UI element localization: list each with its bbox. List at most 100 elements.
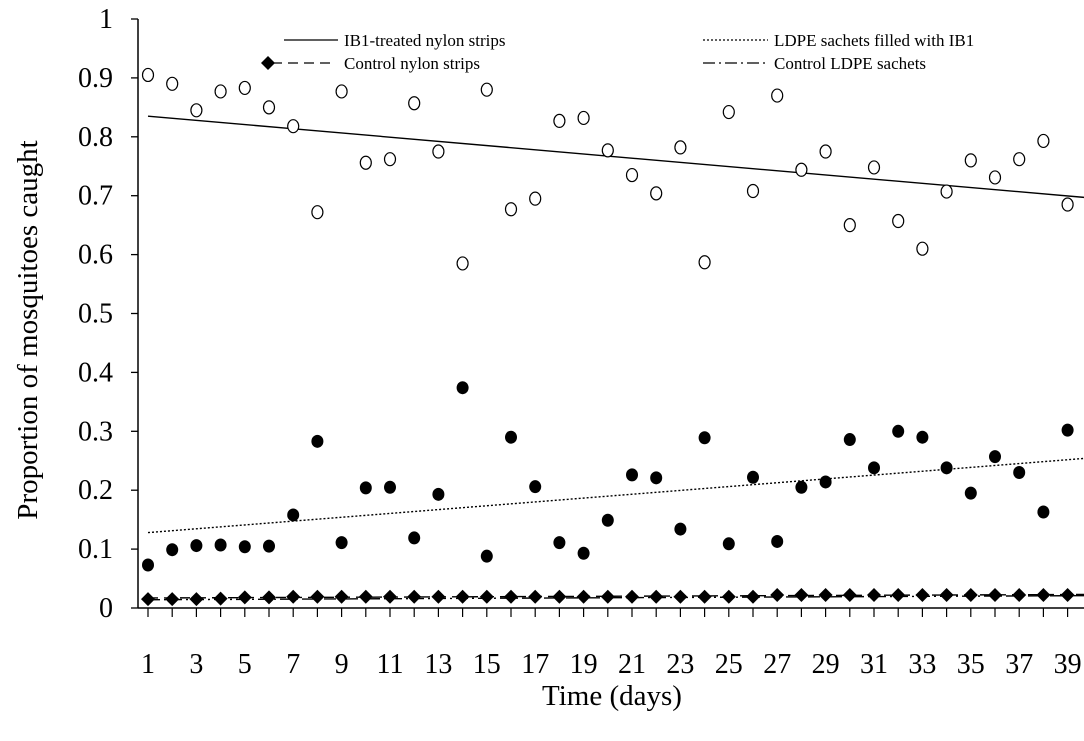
data-point-open-circle [722, 104, 735, 120]
data-point-open-circle [529, 191, 542, 206]
data-point-diamond [794, 588, 809, 603]
data-point-filled-circle [892, 424, 905, 438]
data-point-filled-circle [698, 431, 711, 445]
legend-label: Control nylon strips [344, 54, 480, 73]
data-point-diamond [407, 589, 422, 604]
data-point-filled-circle [432, 487, 445, 501]
data-point-diamond [673, 589, 688, 604]
data-point-open-circle [359, 155, 372, 170]
legend-item-ldpe-ib1: LDPE sachets filled with IB1 [703, 31, 974, 50]
x-tick-label: 13 [424, 649, 452, 680]
data-point-filled-circle [1013, 466, 1026, 480]
x-tick-label: 31 [860, 649, 888, 680]
x-tick-label: 9 [335, 649, 349, 680]
data-point-diamond [310, 589, 325, 604]
data-point-filled-circle [577, 546, 590, 560]
data-point-filled-circle [190, 539, 203, 553]
data-point-filled-circle [311, 434, 324, 448]
data-point-open-circle [504, 202, 518, 217]
y-tick-label: 0.1 [78, 534, 113, 565]
data-point-filled-circle [142, 558, 154, 572]
data-point-diamond [818, 588, 833, 603]
legend-label: IB1-treated nylon strips [344, 31, 505, 50]
data-point-filled-circle [916, 430, 929, 444]
data-point-filled-circle [747, 470, 759, 484]
data-point-open-circle [988, 170, 1002, 185]
x-tick-label: 15 [473, 649, 501, 680]
data-point-filled-circle [480, 549, 493, 563]
data-point-diamond [842, 588, 857, 603]
data-point-open-circle [892, 213, 905, 229]
y-tick-label: 0.4 [78, 357, 113, 388]
data-point-diamond [455, 589, 470, 604]
data-point-diamond [383, 589, 397, 604]
y-tick-label: 0.7 [78, 181, 113, 212]
data-point-diamond [600, 589, 615, 604]
x-tick-label: 27 [763, 649, 791, 680]
data-point-filled-circle [214, 538, 227, 552]
data-point-filled-circle [722, 537, 735, 551]
data-point-open-circle [625, 167, 639, 183]
data-point-filled-circle [529, 480, 542, 494]
data-point-diamond [963, 588, 978, 603]
data-point-diamond [528, 589, 543, 604]
x-tick-label: 35 [957, 649, 985, 680]
y-tick-label: 1 [99, 4, 113, 35]
data-point-diamond [213, 591, 228, 606]
x-tick-label: 5 [238, 649, 252, 680]
data-point-open-circle [311, 205, 324, 220]
x-ticks: 1 3 5 7 9 11 13 15 17 19 21 23 25 27 29 31 33 35 37 39 [141, 608, 1082, 680]
data-point-open-circle [819, 144, 832, 159]
legend-label: Control LDPE sachets [774, 54, 926, 73]
data-point-filled-circle [408, 531, 421, 545]
data-point-open-circle [1061, 197, 1074, 212]
data-point-open-circle [601, 143, 614, 158]
data-point-open-circle [771, 88, 784, 103]
data-point-filled-circle [868, 461, 880, 475]
y-tick-label: 0.3 [78, 416, 113, 447]
data-point-filled-circle [964, 486, 977, 500]
x-tick-label: 3 [189, 649, 203, 680]
data-point-filled-circle [843, 433, 856, 447]
data-point-diamond [721, 589, 736, 604]
data-point-filled-circle [1061, 423, 1074, 437]
data-point-diamond [334, 589, 349, 604]
data-point-open-circle [940, 184, 953, 199]
data-point-filled-circle [1037, 505, 1050, 519]
y-tick-label: 0.2 [78, 475, 113, 506]
data-point-filled-circle [287, 508, 300, 522]
data-point-open-circle [650, 186, 663, 201]
data-point-filled-circle [166, 543, 179, 557]
y-tick-label: 0.8 [78, 122, 113, 153]
data-point-filled-circle [553, 536, 566, 550]
y-ticks: 0 0.1 0.2 0.3 0.4 0.5 0.6 0.7 0.8 0.9 1 [78, 4, 138, 624]
data-point-diamond [770, 588, 785, 603]
data-point-open-circle [867, 160, 881, 175]
data-point-diamond [262, 590, 276, 605]
data-point-filled-circle [456, 381, 469, 395]
data-point-diamond [625, 589, 639, 604]
data-point-diamond [1036, 588, 1051, 603]
x-tick-label: 1 [141, 649, 155, 680]
x-tick-label: 7 [286, 649, 300, 680]
x-tick-label: 39 [1054, 649, 1082, 680]
data-point-open-circle [1013, 152, 1026, 167]
data-point-diamond [891, 588, 906, 603]
legend-item-ib1-nylon: IB1-treated nylon strips [284, 31, 505, 50]
data-point-open-circle [1037, 133, 1050, 149]
data-point-open-circle [795, 162, 808, 177]
x-tick-label: 25 [715, 649, 743, 680]
x-tick-label: 17 [521, 649, 549, 680]
data-point-open-circle [916, 241, 929, 256]
data-point-diamond [286, 589, 301, 604]
data-point-open-circle [432, 144, 445, 159]
data-point-open-circle [262, 100, 276, 115]
x-axis-title: Time (days) [542, 680, 682, 712]
data-point-diamond [1012, 588, 1027, 603]
data-points [141, 67, 1075, 607]
x-tick-label: 29 [812, 649, 840, 680]
data-point-open-circle [456, 256, 469, 271]
data-point-open-circle [141, 67, 155, 83]
data-point-diamond [576, 589, 591, 604]
y-tick-label: 0.9 [78, 63, 113, 94]
